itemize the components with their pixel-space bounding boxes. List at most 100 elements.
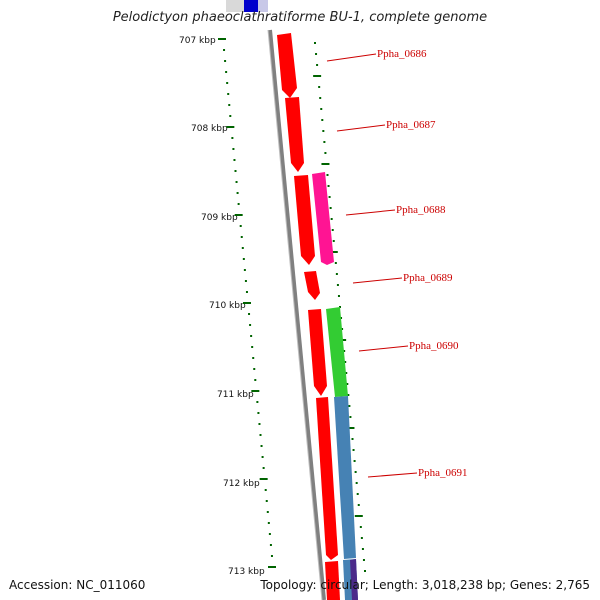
reverse-tick-mark (318, 86, 321, 88)
feature-top-lilac (258, 0, 268, 12)
gene-label-ppha-0686[interactable]: Ppha_0686 (377, 48, 427, 60)
reverse-tick-mark (313, 75, 322, 77)
forward-tick-mark (258, 423, 261, 425)
forward-tick-mark (245, 291, 248, 293)
leader-line-ppha-0690 (358, 345, 409, 352)
reverse-tick-mark (359, 526, 362, 528)
reverse-tick-mark (344, 361, 347, 363)
reverse-tick-mark (315, 53, 318, 55)
reverse-tick-mark (347, 394, 350, 396)
reverse-tick-mark (335, 273, 338, 275)
tick-label-709: 709 kbp (201, 213, 238, 223)
forward-tick-mark (266, 511, 269, 513)
genome-title: Pelodictyon phaeoclathratiforme BU-1, co… (112, 10, 488, 25)
forward-tick-mark (227, 93, 230, 95)
reverse-tick-mark (357, 504, 360, 506)
reverse-tick-mark (360, 537, 363, 539)
gene-arrow-ppha-0689-a[interactable] (294, 175, 315, 265)
leader-line-ppha-0686 (326, 53, 377, 62)
forward-tick-mark (223, 49, 226, 51)
reverse-tick-mark (354, 471, 357, 473)
gene-arrow-ppha-0691[interactable] (334, 396, 356, 559)
forward-tick-mark (268, 533, 271, 535)
gene-arrow-ppha-0687[interactable] (285, 97, 304, 172)
forward-tick-mark (242, 258, 245, 260)
reverse-tick-mark (354, 515, 363, 517)
reverse-tick-mark (337, 295, 340, 297)
forward-tick-mark (241, 247, 244, 249)
tick-track-reverse (313, 42, 366, 572)
reverse-tick-mark (323, 141, 326, 143)
reverse-tick-mark (321, 119, 324, 121)
forward-tick-mark (250, 335, 253, 337)
tick-labels: 707 kbp 708 kbp 709 kbp 710 kbp 711 kbp … (179, 36, 265, 577)
forward-tick-mark (226, 82, 229, 84)
forward-tick-mark (243, 302, 251, 304)
topology-text: Topology: circular; Length: 3,018,238 bp… (260, 578, 590, 592)
gene-leader-lines (326, 53, 418, 478)
feature-top-gray (226, 0, 244, 12)
reverse-tick-mark (346, 427, 355, 429)
reverse-tick-mark (321, 163, 330, 165)
reverse-tick-mark (341, 328, 344, 330)
gene-label-ppha-0689[interactable]: Ppha_0689 (403, 272, 453, 284)
reverse-tick-mark (355, 482, 358, 484)
reverse-tick-mark (352, 449, 355, 451)
leader-line-ppha-0689 (352, 277, 403, 284)
reverse-tick-mark (332, 240, 335, 242)
forward-tick-mark (239, 225, 242, 227)
gene-arrow-ppha-0691-fwd[interactable] (316, 397, 338, 560)
gene-arrow-ppha-0689-b[interactable] (304, 271, 320, 300)
forward-tick-mark (254, 379, 257, 381)
forward-tick-mark (224, 60, 227, 62)
gene-arrow-ppha-0690[interactable] (326, 307, 348, 397)
forward-tick-mark (261, 456, 264, 458)
gene-arrow-bottom-purple (350, 559, 358, 600)
gene-arrow-ppha-0688[interactable] (312, 172, 334, 265)
forward-tick-mark (269, 544, 272, 546)
forward-tick-mark (259, 434, 262, 436)
forward-tick-mark (262, 467, 265, 469)
gene-label-ppha-0690[interactable]: Ppha_0690 (409, 340, 459, 352)
forward-tick-mark (264, 489, 267, 491)
tick-track-forward (218, 38, 276, 568)
reverse-tick-mark (340, 317, 343, 319)
forward-tick-mark (248, 313, 251, 315)
forward-tick-mark (234, 214, 243, 216)
reverse-tick-mark (331, 229, 334, 231)
forward-tick-mark (228, 104, 231, 106)
tick-label-710: 710 kbp (209, 301, 246, 311)
reverse-tick-mark (320, 108, 323, 110)
forward-tick-mark (251, 390, 260, 392)
forward-tick-mark (265, 500, 268, 502)
gene-label-ppha-0687[interactable]: Ppha_0687 (386, 119, 436, 131)
gene-arrow-ppha-0690-fwd[interactable] (308, 309, 327, 396)
leader-line-ppha-0691 (367, 472, 418, 478)
forward-tick-mark (240, 236, 243, 238)
accession-text: Accession: NC_011060 (9, 578, 146, 592)
forward-tick-mark (233, 159, 236, 161)
forward-tick-mark (235, 181, 238, 183)
reverse-tick-mark (326, 174, 329, 176)
forward-tick-mark (218, 38, 226, 40)
reverse-tick-mark (336, 284, 339, 286)
reverse-tick-mark (362, 559, 365, 561)
tick-label-711: 711 kbp (217, 390, 254, 400)
gene-label-ppha-0688[interactable]: Ppha_0688 (396, 204, 446, 216)
reverse-tick-mark (364, 570, 366, 572)
forward-tick-mark (251, 346, 254, 348)
forward-tick-mark (244, 280, 247, 282)
reverse-tick-mark (348, 405, 351, 407)
leader-line-ppha-0687 (336, 124, 386, 132)
tick-label-708: 708 kbp (191, 124, 228, 134)
genome-backbone (268, 29, 326, 600)
gene-arrow-ppha-0686[interactable] (277, 33, 297, 98)
tick-label-707: 707 kbp (179, 36, 216, 46)
reverse-tick-mark (353, 460, 356, 462)
forward-tick-mark (237, 203, 240, 205)
forward-tick-mark (236, 192, 239, 194)
forward-tick-mark (253, 368, 256, 370)
reverse-tick-mark (346, 383, 349, 385)
gene-label-ppha-0691[interactable]: Ppha_0691 (418, 467, 468, 479)
